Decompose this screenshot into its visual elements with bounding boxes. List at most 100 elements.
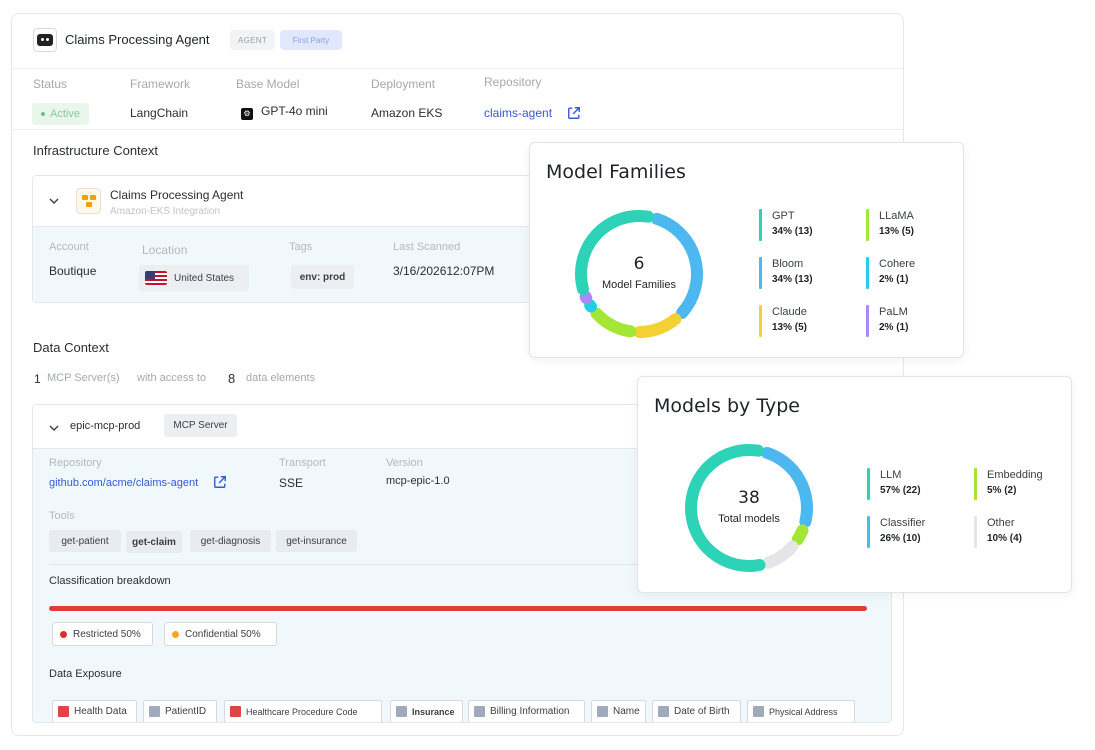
agent-header: Claims Processing Agent AGENT First Part… xyxy=(12,14,903,69)
legend-name: Cohere xyxy=(879,258,916,270)
legend-name: Bloom xyxy=(772,258,804,270)
tool-chip: get-diagnosis xyxy=(190,530,271,552)
base-model-label: Base Model xyxy=(236,77,300,91)
legend-color-bar xyxy=(759,305,762,337)
legend-value: 13% (5) xyxy=(879,226,915,237)
sensitivity-icon xyxy=(597,706,608,717)
classification-bar xyxy=(49,606,867,611)
version-label: Version xyxy=(386,457,423,469)
model-families-title: Model Families xyxy=(546,161,686,183)
restricted-label: Restricted 50% xyxy=(73,628,141,640)
last-scanned-label: Last Scanned xyxy=(393,241,461,253)
repository-label: Repository xyxy=(484,75,542,89)
external-link-icon[interactable] xyxy=(213,475,227,489)
us-flag-icon xyxy=(145,271,167,285)
exposure-label: Billing Information xyxy=(490,706,570,717)
legend-item-llm: LLM 57% (22) xyxy=(867,468,921,500)
model-families-caption: Model Families xyxy=(602,279,676,291)
location-value: United States xyxy=(174,272,235,284)
status-label: Status xyxy=(33,77,68,91)
party-badge: First Party xyxy=(280,30,342,50)
legend-name: LLaMA xyxy=(879,210,914,222)
total-models-caption: Total models xyxy=(718,513,780,525)
version-value: mcp-epic-1.0 xyxy=(386,475,450,487)
agent-title: Claims Processing Agent xyxy=(65,32,210,47)
divider xyxy=(49,564,891,565)
framework-value: LangChain xyxy=(130,106,189,120)
classification-legend-restricted: Restricted 50% xyxy=(52,622,153,646)
mcp-repository-label: Repository xyxy=(49,457,102,469)
server-count: 1 xyxy=(34,372,41,386)
tools-label: Tools xyxy=(49,510,75,522)
exposure-chip: Billing Information xyxy=(468,700,585,722)
legend-value: 10% (4) xyxy=(987,533,1023,544)
donut-slice-other xyxy=(762,540,799,569)
donut-slice-palm xyxy=(579,290,593,305)
location-chip: United States xyxy=(139,265,249,291)
classification-label: Classification breakdown xyxy=(49,575,171,587)
legend-name: Embedding xyxy=(987,469,1043,481)
models-by-type-title: Models by Type xyxy=(654,395,800,417)
agent-meta-row: Status Active Framework LangChain Base M… xyxy=(12,70,903,130)
aws-icon xyxy=(76,188,101,214)
infrastructure-name: Claims Processing Agent xyxy=(110,188,244,202)
legend-name: Classifier xyxy=(880,517,926,529)
exposure-label: Health Data xyxy=(74,706,127,717)
model-families-center: 6 Model Families xyxy=(571,206,707,342)
openai-icon: ⚙ xyxy=(241,108,253,120)
donut-slice-llm xyxy=(685,444,766,572)
chevron-down-icon[interactable] xyxy=(49,423,59,433)
sensitivity-icon xyxy=(58,706,69,717)
donut-slice-gpt xyxy=(575,210,655,296)
legend-value: 34% (13) xyxy=(772,274,813,285)
sensitivity-icon xyxy=(658,706,669,717)
legend-color-bar xyxy=(866,257,869,289)
framework-field: Framework LangChain xyxy=(130,77,191,120)
legend-value: 34% (13) xyxy=(772,226,813,237)
legend-value: 13% (5) xyxy=(772,322,808,333)
legend-color-bar xyxy=(866,305,869,337)
mcp-repository-link[interactable]: github.com/acme/claims-agent xyxy=(49,477,199,489)
sensitivity-icon xyxy=(753,706,764,717)
donut-slice-bloom xyxy=(650,212,703,319)
chevron-down-icon[interactable] xyxy=(49,196,59,206)
infrastructure-section-title: Infrastructure Context xyxy=(33,143,158,158)
restricted-dot-icon xyxy=(60,630,67,638)
framework-label: Framework xyxy=(130,77,191,91)
account-label: Account xyxy=(49,241,89,253)
legend-value: 57% (22) xyxy=(880,485,921,496)
legend-item-embedding: Embedding 5% (2) xyxy=(974,468,1043,500)
deployment-field: Deployment Amazon EKS xyxy=(371,77,442,120)
legend-item-gpt: GPT 34% (13) xyxy=(759,209,813,241)
legend-item-classifier: Classifier 26% (10) xyxy=(867,516,926,548)
account-value: Boutique xyxy=(49,264,97,278)
legend-color-bar xyxy=(759,209,762,241)
mcp-server-name: epic-mcp-prod xyxy=(70,420,141,432)
base-model-text: GPT-4o mini xyxy=(261,104,328,118)
base-model-field: Base Model ⚙ GPT-4o mini xyxy=(236,77,328,120)
status-field: Status Active xyxy=(32,77,89,125)
legend-value: 2% (1) xyxy=(879,274,909,285)
models-by-type-center: 38 Total models xyxy=(681,440,817,576)
deployment-label: Deployment xyxy=(371,77,436,91)
repository-link[interactable]: claims-agent xyxy=(484,106,553,120)
access-label: with access to xyxy=(137,372,207,384)
repository-value[interactable]: claims-agent xyxy=(484,106,581,120)
exposure-chip: Insurance xyxy=(390,700,463,722)
legend-item-cohere: Cohere 2% (1) xyxy=(866,257,916,289)
model-families-card: Model Families 6 Model Families GPT 34% (… xyxy=(529,142,964,358)
sensitivity-icon xyxy=(230,706,241,717)
exposure-label: Date of Birth xyxy=(674,706,730,717)
exposure-label: Physical Address xyxy=(769,706,838,717)
agent-detail-card: Claims Processing Agent AGENT First Part… xyxy=(11,13,904,736)
legend-item-palm: PaLM 2% (1) xyxy=(866,305,908,337)
infrastructure-subtitle: Amazon-EKS Integration xyxy=(110,206,221,217)
legend-value: 5% (2) xyxy=(987,485,1017,496)
mcp-repository-value[interactable]: github.com/acme/claims-agent xyxy=(49,475,227,489)
legend-color-bar xyxy=(974,516,977,548)
confidential-label: Confidential 50% xyxy=(185,628,261,640)
legend-name: Claude xyxy=(772,306,807,318)
legend-name: GPT xyxy=(772,210,795,222)
base-model-value: ⚙ GPT-4o mini xyxy=(241,104,328,120)
external-link-icon[interactable] xyxy=(567,106,581,120)
